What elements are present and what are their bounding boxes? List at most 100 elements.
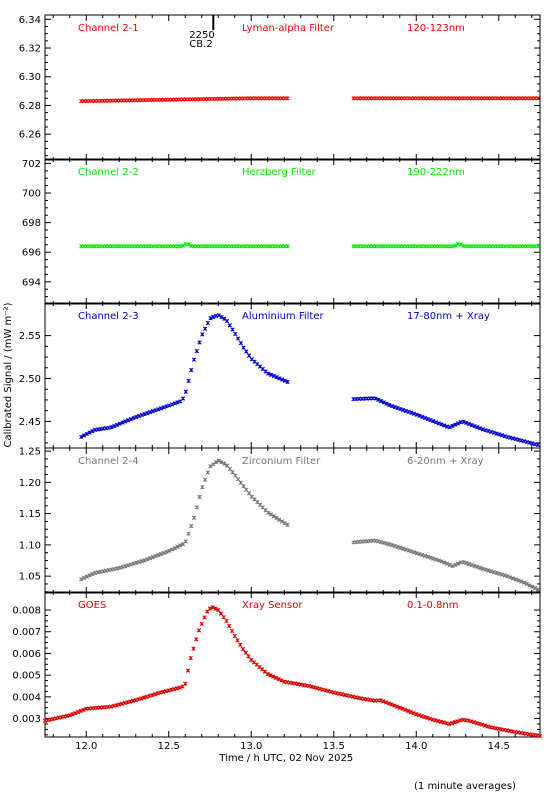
channel-label: GOES [78,600,106,611]
data-point [67,713,72,718]
data-point [197,494,202,500]
data-point [387,402,392,408]
data-point [414,712,419,717]
data-point [392,543,397,549]
x-tick-label: 13.5 [323,741,345,752]
data-point [378,398,384,404]
data-point [240,646,246,652]
data-point [79,434,84,439]
data-point [285,96,290,101]
data-point [400,546,406,551]
data-point [414,551,419,556]
x-tick-label: 12.0 [75,741,97,752]
data-point [497,432,502,437]
data-point [268,512,274,517]
data-point [276,676,281,682]
data-point [433,557,439,562]
y-tick-label: 2.45 [19,417,41,428]
data-point [530,584,535,589]
data-point [145,410,150,416]
data-point [188,655,193,661]
data-point [199,621,204,627]
data-point [189,367,194,373]
data-point [508,575,513,580]
data-point [422,415,428,421]
data-point [134,414,139,420]
data-point [219,460,224,465]
data-point [386,701,391,706]
data-point [403,707,408,713]
data-point [183,681,188,686]
series-points [79,241,540,249]
series-points [79,458,540,592]
data-point [180,243,186,248]
data-point [409,549,414,554]
data-point [486,428,491,434]
data-point [392,703,397,708]
data-point [175,400,180,405]
data-point [186,531,191,536]
filter-label: Aluminium Filter [242,311,325,322]
data-point [425,416,430,422]
data-point [161,405,166,410]
data-point [420,552,425,558]
data-point [205,470,210,475]
data-point [90,571,95,577]
x-tick-label: 14.0 [405,741,427,752]
panel-frame [44,158,541,305]
data-point [136,413,142,419]
x-tick-label: 14.5 [488,741,510,752]
data-point [153,408,158,413]
filter-label: Zirconium Filter [242,456,321,467]
data-point [164,404,169,409]
data-point [172,401,177,406]
data-point [244,349,249,354]
data-point [232,633,237,639]
data-point [150,409,155,414]
data-point [268,372,274,377]
data-point [120,420,125,425]
data-point [378,698,383,703]
data-point [376,397,381,402]
data-point [156,552,161,558]
data-point [535,244,540,249]
data-point [535,587,540,592]
data-point [422,714,427,720]
data-point [213,606,218,611]
data-point [109,425,114,430]
data-point [139,559,144,564]
data-point [229,628,235,634]
y-tick-label: 0.004 [12,692,41,703]
data-point [81,575,87,581]
filter-label: Herzberg Filter [242,167,317,178]
data-point [145,557,150,562]
data-point [211,314,216,320]
y-tick-label: 6.32 [19,44,41,55]
data-point [274,515,279,521]
channel-label: Channel 2-4 [78,456,139,467]
data-point [169,547,175,552]
data-point [246,654,251,659]
data-point [150,555,155,560]
data-point [189,523,194,529]
y-tick-label: 0.003 [12,714,41,725]
data-point [461,559,466,565]
panel-1: 6.26 6.28 6.30 6.32 6.34 Channel 2-1 Lyman-alp… [19,14,541,161]
series-points [79,96,540,104]
data-point [266,510,271,515]
panel-frame [44,447,541,594]
data-point [400,407,406,413]
data-point [227,323,232,328]
data-point [406,409,411,415]
data-point [535,442,540,448]
data-point [397,705,402,710]
data-point [191,357,197,362]
data-point [246,353,252,358]
data-point [87,573,92,578]
data-point [205,320,210,326]
data-point [453,243,458,248]
data-point [186,378,191,384]
data-point [527,583,532,588]
y-tick-label: 698 [22,218,41,229]
